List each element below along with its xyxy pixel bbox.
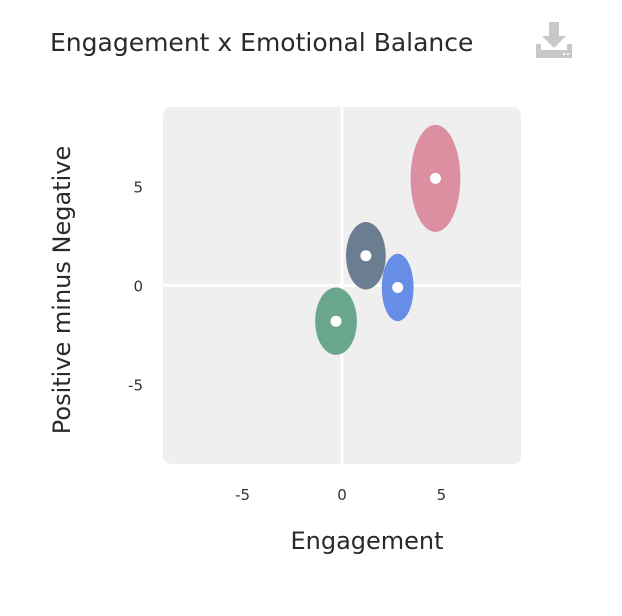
- chart-title: Engagement x Emotional Balance: [50, 28, 474, 57]
- x-tick-label: -5: [235, 486, 250, 504]
- download-button[interactable]: [532, 20, 576, 64]
- y-tick-label: 5: [133, 178, 143, 196]
- y-axis-label: Positive minus Negative: [48, 146, 76, 434]
- y-tick-label: -5: [128, 377, 143, 395]
- point-marker: [330, 315, 342, 327]
- data-point-2[interactable]: [345, 222, 386, 290]
- point-marker: [429, 172, 441, 184]
- point-marker: [360, 250, 372, 262]
- data-point-4[interactable]: [315, 287, 357, 355]
- x-tick-label: 5: [437, 486, 447, 504]
- data-point-1[interactable]: [410, 124, 461, 232]
- point-marker: [392, 281, 404, 293]
- data-point-3[interactable]: [381, 253, 414, 322]
- x-axis-label: Engagement: [290, 527, 443, 555]
- y-tick-label: 0: [133, 278, 143, 296]
- download-icon: [536, 22, 572, 58]
- x-tick-label: 0: [337, 486, 347, 504]
